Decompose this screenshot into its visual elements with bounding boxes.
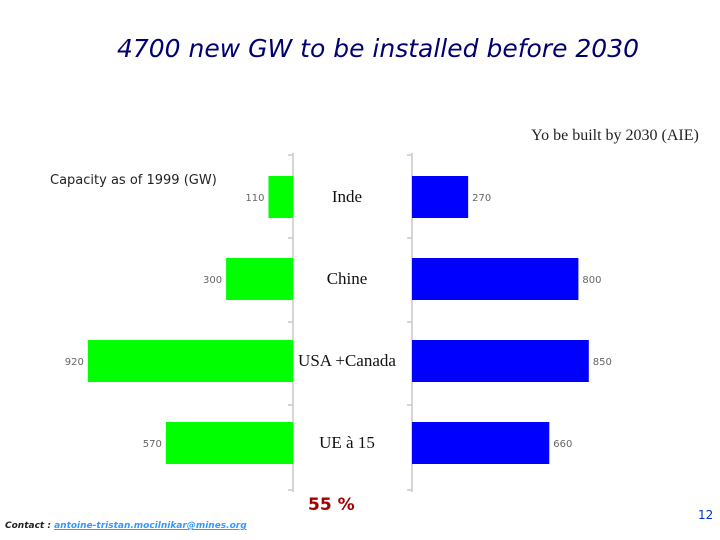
contact-email[interactable]: antoine-tristan.mocilnikar@mines.org bbox=[54, 521, 247, 531]
bar bbox=[412, 258, 579, 300]
bar bbox=[412, 176, 469, 218]
value-label: 800 bbox=[582, 275, 601, 286]
bar bbox=[412, 340, 589, 382]
legend-right: Yo be built by 2030 (AIE) bbox=[531, 127, 699, 144]
value-label: 570 bbox=[143, 439, 162, 450]
page-number: 12 bbox=[698, 508, 714, 522]
value-label: 110 bbox=[245, 193, 264, 204]
value-label: 660 bbox=[553, 439, 572, 450]
value-label: 850 bbox=[593, 357, 612, 368]
category-label: USA +Canada bbox=[298, 351, 396, 370]
annotation: 55 % bbox=[308, 495, 355, 515]
bar bbox=[268, 176, 293, 218]
category-label: Inde bbox=[331, 187, 363, 206]
contact-label: Contact : bbox=[5, 521, 51, 531]
value-label: 300 bbox=[203, 275, 222, 286]
bar bbox=[412, 422, 550, 464]
category-label: Chine bbox=[326, 269, 368, 288]
title: 4700 new GW to be installed before 2030 bbox=[116, 34, 640, 63]
category-label: UE à 15 bbox=[319, 433, 375, 452]
value-label: 920 bbox=[65, 357, 84, 368]
contact: Contact : antoine-tristan.mocilnikar@min… bbox=[5, 521, 247, 531]
bar bbox=[165, 422, 293, 464]
bar bbox=[87, 340, 293, 382]
value-label: 270 bbox=[472, 193, 491, 204]
legend-left: Capacity as of 1999 (GW) bbox=[50, 173, 217, 188]
bar bbox=[226, 258, 293, 300]
